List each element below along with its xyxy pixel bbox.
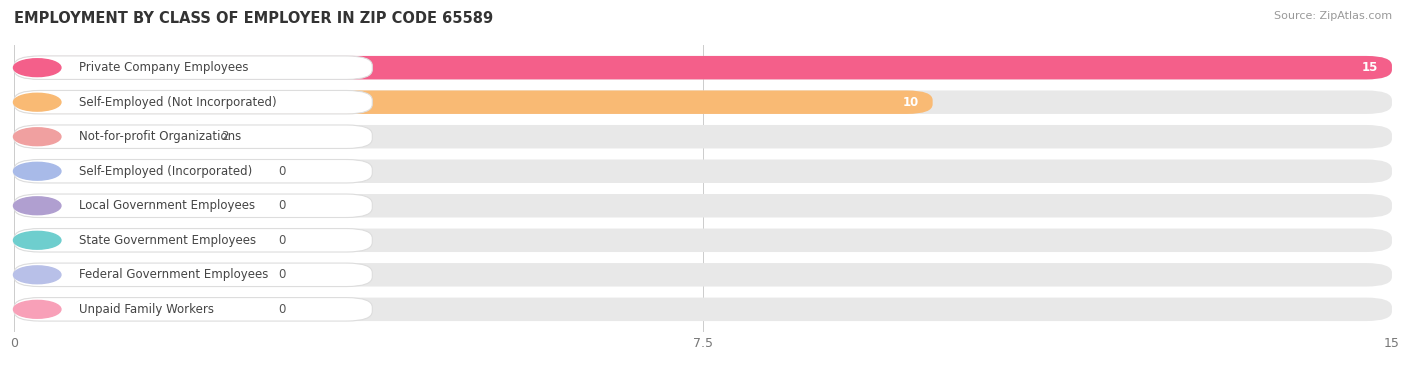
FancyBboxPatch shape (14, 159, 256, 183)
Text: 10: 10 (903, 96, 920, 109)
FancyBboxPatch shape (14, 263, 373, 287)
Text: Source: ZipAtlas.com: Source: ZipAtlas.com (1274, 11, 1392, 21)
Circle shape (14, 197, 60, 215)
Circle shape (14, 266, 60, 284)
FancyBboxPatch shape (14, 56, 373, 80)
FancyBboxPatch shape (14, 194, 373, 218)
Circle shape (14, 162, 60, 180)
Text: 0: 0 (278, 165, 285, 178)
Text: Not-for-profit Organizations: Not-for-profit Organizations (79, 130, 242, 143)
Text: 15: 15 (1362, 61, 1378, 74)
Text: Self-Employed (Incorporated): Self-Employed (Incorporated) (79, 165, 253, 178)
Text: Unpaid Family Workers: Unpaid Family Workers (79, 303, 214, 316)
Text: 0: 0 (278, 303, 285, 316)
FancyBboxPatch shape (14, 297, 256, 321)
FancyBboxPatch shape (14, 125, 198, 149)
Circle shape (14, 300, 60, 318)
Circle shape (14, 128, 60, 146)
FancyBboxPatch shape (14, 228, 256, 252)
FancyBboxPatch shape (14, 159, 1392, 183)
FancyBboxPatch shape (14, 263, 1392, 287)
FancyBboxPatch shape (14, 297, 373, 321)
FancyBboxPatch shape (14, 228, 1392, 252)
FancyBboxPatch shape (14, 90, 932, 114)
Text: 0: 0 (278, 268, 285, 281)
FancyBboxPatch shape (14, 194, 1392, 218)
Circle shape (14, 231, 60, 249)
Text: 0: 0 (278, 199, 285, 212)
FancyBboxPatch shape (14, 228, 373, 252)
FancyBboxPatch shape (14, 263, 256, 287)
FancyBboxPatch shape (14, 90, 1392, 114)
Text: 0: 0 (278, 234, 285, 247)
FancyBboxPatch shape (14, 125, 373, 149)
Text: EMPLOYMENT BY CLASS OF EMPLOYER IN ZIP CODE 65589: EMPLOYMENT BY CLASS OF EMPLOYER IN ZIP C… (14, 11, 494, 26)
FancyBboxPatch shape (14, 159, 373, 183)
FancyBboxPatch shape (14, 194, 256, 218)
Text: Private Company Employees: Private Company Employees (79, 61, 249, 74)
FancyBboxPatch shape (14, 297, 1392, 321)
Text: Self-Employed (Not Incorporated): Self-Employed (Not Incorporated) (79, 96, 277, 109)
Text: 2: 2 (221, 130, 228, 143)
FancyBboxPatch shape (14, 90, 373, 114)
Circle shape (14, 59, 60, 77)
Text: Federal Government Employees: Federal Government Employees (79, 268, 269, 281)
Circle shape (14, 93, 60, 111)
Text: State Government Employees: State Government Employees (79, 234, 256, 247)
FancyBboxPatch shape (14, 56, 1392, 80)
FancyBboxPatch shape (14, 56, 1392, 80)
FancyBboxPatch shape (14, 125, 1392, 149)
Text: Local Government Employees: Local Government Employees (79, 199, 256, 212)
